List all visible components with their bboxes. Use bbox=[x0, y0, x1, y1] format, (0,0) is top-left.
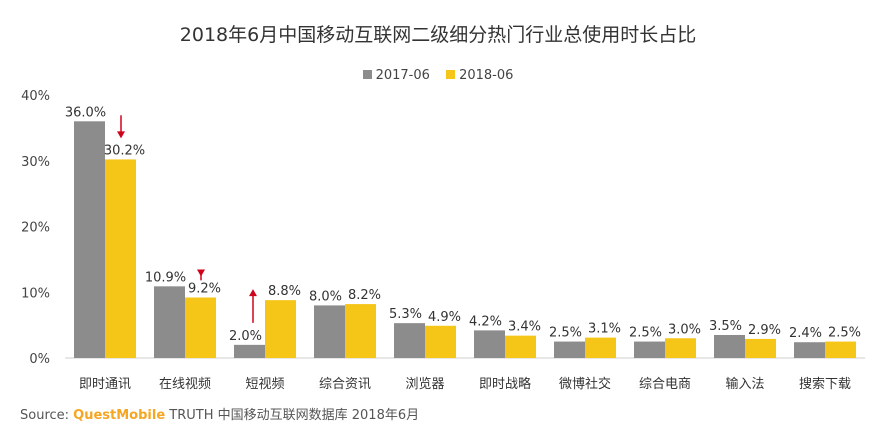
source-label: Source: bbox=[20, 408, 70, 423]
x-tick-label: 综合资讯 bbox=[319, 377, 371, 392]
bar-2017-06-5 bbox=[474, 330, 505, 358]
bar-2018-06-6 bbox=[585, 337, 616, 358]
data-label: 10.9% bbox=[145, 270, 186, 285]
bar-2018-06-7 bbox=[665, 338, 696, 358]
source-line: Source: QuestMobile TRUTH 中国移动互联网数据库 201… bbox=[20, 404, 419, 423]
bar-2018-06-5 bbox=[505, 335, 536, 358]
data-label: 5.3% bbox=[389, 307, 422, 322]
data-label: 3.4% bbox=[508, 320, 541, 335]
bar-2017-06-9 bbox=[794, 342, 825, 358]
x-tick-label: 微博社交 bbox=[559, 376, 611, 392]
data-label: 2.5% bbox=[629, 326, 662, 341]
data-label: 3.0% bbox=[668, 322, 701, 337]
source-brand: QuestMobile bbox=[73, 408, 166, 423]
x-tick-label: 浏览器 bbox=[405, 376, 444, 392]
source-text: TRUTH 中国移动互联网数据库 2018年6月 bbox=[169, 408, 420, 423]
legend-item-2017: 2017-06 bbox=[362, 68, 430, 83]
x-tick-label: 短视频 bbox=[245, 377, 284, 392]
x-tick-label: 综合电商 bbox=[639, 377, 691, 392]
trend-arrow-head-down bbox=[117, 131, 125, 139]
data-label: 9.2% bbox=[188, 282, 221, 297]
y-tick-label: 10% bbox=[21, 286, 50, 301]
data-label: 30.2% bbox=[104, 143, 145, 158]
bar-2018-06-0 bbox=[105, 159, 136, 358]
bar-2017-06-2 bbox=[234, 344, 265, 358]
bar-2017-06-4 bbox=[394, 323, 425, 358]
y-tick-label: 0% bbox=[29, 352, 50, 367]
bar-2018-06-1 bbox=[185, 297, 216, 358]
x-tick-label: 即时通讯 bbox=[79, 377, 131, 392]
legend-label-2017: 2017-06 bbox=[375, 68, 430, 83]
bar-2018-06-2 bbox=[265, 300, 296, 358]
legend-label-2018: 2018-06 bbox=[459, 68, 514, 83]
y-tick-label: 20% bbox=[21, 221, 50, 236]
bar-2017-06-0 bbox=[74, 121, 105, 358]
y-tick-label: 30% bbox=[21, 155, 50, 170]
bar-2017-06-8 bbox=[714, 334, 745, 358]
data-label: 2.9% bbox=[748, 323, 781, 338]
x-tick-label: 输入法 bbox=[725, 376, 764, 392]
chart-title: 2018年6月中国移动互联网二级细分热门行业总使用时长占比 bbox=[179, 24, 697, 46]
data-label: 3.5% bbox=[709, 319, 742, 334]
legend-swatch-2018 bbox=[446, 70, 456, 79]
x-tick-label: 搜索下载 bbox=[799, 377, 851, 392]
data-label: 8.0% bbox=[309, 289, 342, 304]
y-tick-label: 40% bbox=[21, 89, 50, 104]
trend-arrow-head-down bbox=[197, 269, 205, 277]
x-tick-label: 在线视频 bbox=[159, 377, 211, 392]
data-label: 4.2% bbox=[469, 314, 502, 329]
data-label: 2.0% bbox=[229, 329, 262, 344]
bar-2018-06-3 bbox=[345, 304, 376, 358]
trend-arrow-head-up bbox=[249, 289, 257, 297]
data-label: 2.4% bbox=[789, 326, 822, 341]
data-label: 3.1% bbox=[588, 322, 621, 337]
data-label: 2.5% bbox=[828, 326, 861, 341]
x-tick-label: 即时战略 bbox=[479, 376, 531, 392]
legend-swatch-2017 bbox=[362, 70, 372, 79]
bar-2018-06-8 bbox=[745, 338, 776, 358]
data-label: 2.5% bbox=[549, 326, 582, 341]
bar-2017-06-7 bbox=[634, 341, 665, 358]
bar-2018-06-9 bbox=[825, 341, 856, 358]
bar-2017-06-3 bbox=[314, 305, 345, 358]
legend-item-2018: 2018-06 bbox=[446, 68, 513, 83]
bar-2018-06-4 bbox=[425, 325, 456, 358]
data-label: 4.9% bbox=[428, 310, 461, 325]
legend: 2017-06 2018-06 bbox=[0, 68, 876, 83]
data-label: 36.0% bbox=[65, 105, 106, 120]
bar-2017-06-6 bbox=[554, 341, 585, 358]
data-label: 8.8% bbox=[268, 284, 301, 299]
data-label: 8.2% bbox=[348, 288, 381, 303]
bar-2017-06-1 bbox=[154, 286, 185, 358]
